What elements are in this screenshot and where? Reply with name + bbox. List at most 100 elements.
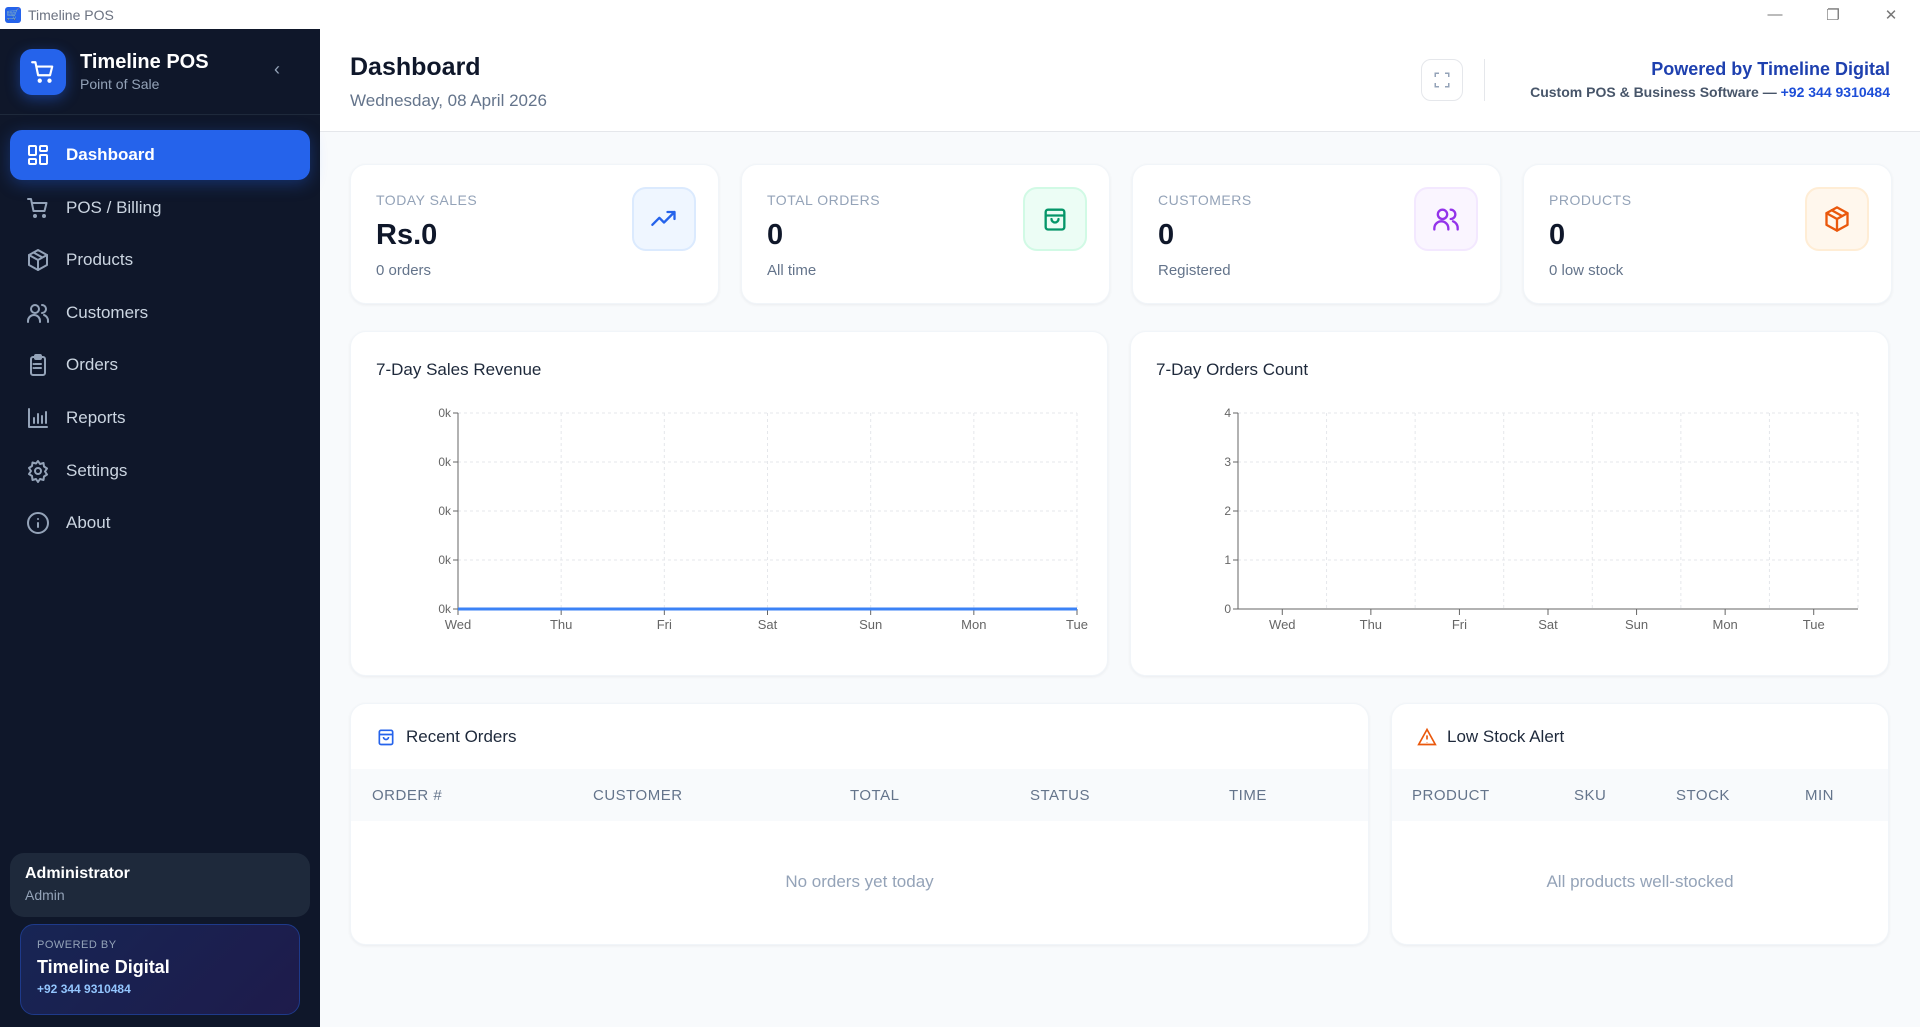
x-tick-label: Wed	[1269, 617, 1296, 632]
y-tick-label: 0k	[438, 406, 452, 420]
stat-value: 0	[1158, 219, 1175, 251]
sidebar-item-label: POS / Billing	[66, 197, 162, 217]
chart-title: 7-Day Sales Revenue	[376, 360, 542, 379]
header-powered-by: Powered by Timeline Digital Custom POS &…	[1530, 59, 1890, 100]
sidebar-item-reports[interactable]: Reports	[10, 393, 310, 443]
user-card[interactable]: Administrator Admin	[10, 853, 310, 917]
sidebar-item-orders[interactable]: Orders	[10, 340, 310, 390]
x-tick-label: Mon	[961, 617, 986, 632]
y-tick-label: 0	[1224, 602, 1231, 616]
powered-company: Timeline Digital	[37, 957, 170, 977]
header-phone: +92 344 9310484	[1780, 84, 1890, 100]
column-header[interactable]: SKU	[1574, 786, 1607, 804]
fullscreen-button[interactable]	[1421, 59, 1463, 101]
column-header[interactable]: TOTAL	[850, 786, 900, 804]
column-header[interactable]: STATUS	[1030, 786, 1090, 804]
page-header: Dashboard Wednesday, 08 April 2026 Power…	[320, 29, 1920, 132]
user-name: Administrator	[25, 865, 130, 882]
users-icon	[27, 303, 49, 323]
collapse-sidebar-button[interactable]: ‹	[274, 59, 280, 79]
column-header[interactable]: PRODUCT	[1412, 786, 1490, 804]
current-date: Wednesday, 08 April 2026	[350, 91, 547, 110]
column-header[interactable]: MIN	[1805, 786, 1834, 804]
stat-subtext: 0 orders	[376, 262, 432, 279]
stat-subtext: Registered	[1158, 262, 1231, 279]
y-tick-label: 0k	[438, 553, 452, 567]
x-tick-label: Tue	[1066, 617, 1088, 632]
x-tick-label: Thu	[550, 617, 572, 632]
info-icon	[27, 512, 49, 535]
orders-count-chart: 0 1 2 3 4 Wed Thu Fri Sat Sun Mon Tue	[1224, 406, 1859, 632]
sidebar-item-products[interactable]: Products	[10, 235, 310, 285]
sidebar-nav: Dashboard POS / Billing Products Customers O…	[10, 130, 310, 551]
sidebar-item-pos-billing[interactable]: POS / Billing	[10, 183, 310, 233]
chart-title: 7-Day Orders Count	[1156, 360, 1309, 379]
user-role: Admin	[25, 887, 65, 903]
sidebar-item-label: Products	[66, 250, 134, 270]
page-title: Dashboard	[350, 53, 481, 81]
y-tick-label: 0k	[438, 602, 452, 616]
powered-title: Powered by Timeline Digital	[1651, 59, 1890, 79]
stat-value: 0	[767, 219, 784, 251]
y-tick-label: 3	[1224, 455, 1231, 469]
stat-icon-box	[632, 187, 696, 251]
dashboard-icon	[28, 145, 48, 165]
users-icon	[1433, 208, 1459, 231]
table-header: ORDER # CUSTOMER TOTAL STATUS TIME	[351, 769, 1368, 821]
x-tick-label: Wed	[445, 617, 472, 632]
low-stock-card: Low Stock Alert PRODUCT SKU STOCK MIN Al…	[1391, 703, 1889, 945]
x-tick-label: Mon	[1712, 617, 1737, 632]
stat-subtext: All time	[767, 262, 817, 279]
recent-orders-card: Recent Orders ORDER # CUSTOMER TOTAL STA…	[350, 703, 1369, 945]
stat-icon-box	[1414, 187, 1478, 251]
x-tick-label: Sat	[758, 617, 778, 632]
column-header[interactable]: CUSTOMER	[593, 786, 683, 804]
sidebar-item-label: Settings	[66, 460, 128, 480]
restore-button[interactable]: ❐	[1826, 6, 1840, 24]
brand-name: Timeline POS	[80, 51, 209, 73]
stat-value: Rs.0	[376, 219, 438, 251]
y-tick-label: 2	[1224, 504, 1231, 518]
window-title: Timeline POS	[28, 6, 114, 23]
stat-value: 0	[1549, 219, 1566, 251]
y-tick-label: 0k	[438, 504, 452, 518]
clipboard-icon	[30, 354, 46, 377]
stat-icon-box	[1805, 187, 1869, 251]
recent-orders-title: Recent Orders	[406, 727, 517, 746]
sidebar-item-customers[interactable]: Customers	[10, 288, 310, 338]
powered-by-card: POWERED BY Timeline Digital +92 344 9310…	[20, 924, 300, 1015]
warning-icon	[1417, 727, 1437, 746]
app-icon: 🛒	[5, 6, 21, 23]
sidebar-item-about[interactable]: About	[10, 498, 310, 548]
low-stock-title: Low Stock Alert	[1447, 727, 1565, 746]
sidebar: Timeline POS Point of Sale ‹ Dashboard PO…	[0, 29, 320, 1027]
sidebar-item-label: Orders	[66, 355, 118, 375]
empty-state: All products well-stocked	[1546, 872, 1734, 891]
x-tick-label: Thu	[1360, 617, 1382, 632]
minimize-button[interactable]: —	[1767, 6, 1783, 23]
stat-icon-box	[1023, 187, 1087, 251]
header-divider	[1484, 59, 1485, 101]
stat-card-today-sales: TODAY SALES Rs.0 0 orders	[350, 164, 719, 304]
sidebar-item-settings[interactable]: Settings	[10, 446, 310, 496]
stat-label: PRODUCTS	[1549, 192, 1632, 208]
stat-card-total-orders: TOTAL ORDERS 0 All time	[741, 164, 1110, 304]
window-titlebar: 🛒 Timeline POS — ❐ ✕	[0, 0, 1920, 29]
brand-subtitle: Point of Sale	[80, 76, 160, 92]
x-tick-label: Sat	[1538, 617, 1558, 632]
close-button[interactable]: ✕	[1884, 6, 1898, 24]
column-header[interactable]: ORDER #	[372, 786, 443, 804]
cart-icon	[27, 197, 48, 218]
x-tick-label: Sun	[1625, 617, 1648, 632]
stat-card-customers: CUSTOMERS 0 Registered	[1132, 164, 1501, 304]
x-tick-label: Tue	[1803, 617, 1825, 632]
powered-label: POWERED BY	[37, 939, 117, 951]
shopping-bag-icon	[378, 729, 394, 746]
sidebar-item-label: About	[66, 513, 111, 533]
column-header[interactable]: TIME	[1229, 786, 1267, 804]
sidebar-item-dashboard[interactable]: Dashboard	[10, 130, 310, 180]
column-header[interactable]: STOCK	[1676, 786, 1730, 804]
brand: Timeline POS Point of Sale ‹	[0, 29, 320, 115]
stat-card-products: PRODUCTS 0 0 low stock	[1523, 164, 1892, 304]
